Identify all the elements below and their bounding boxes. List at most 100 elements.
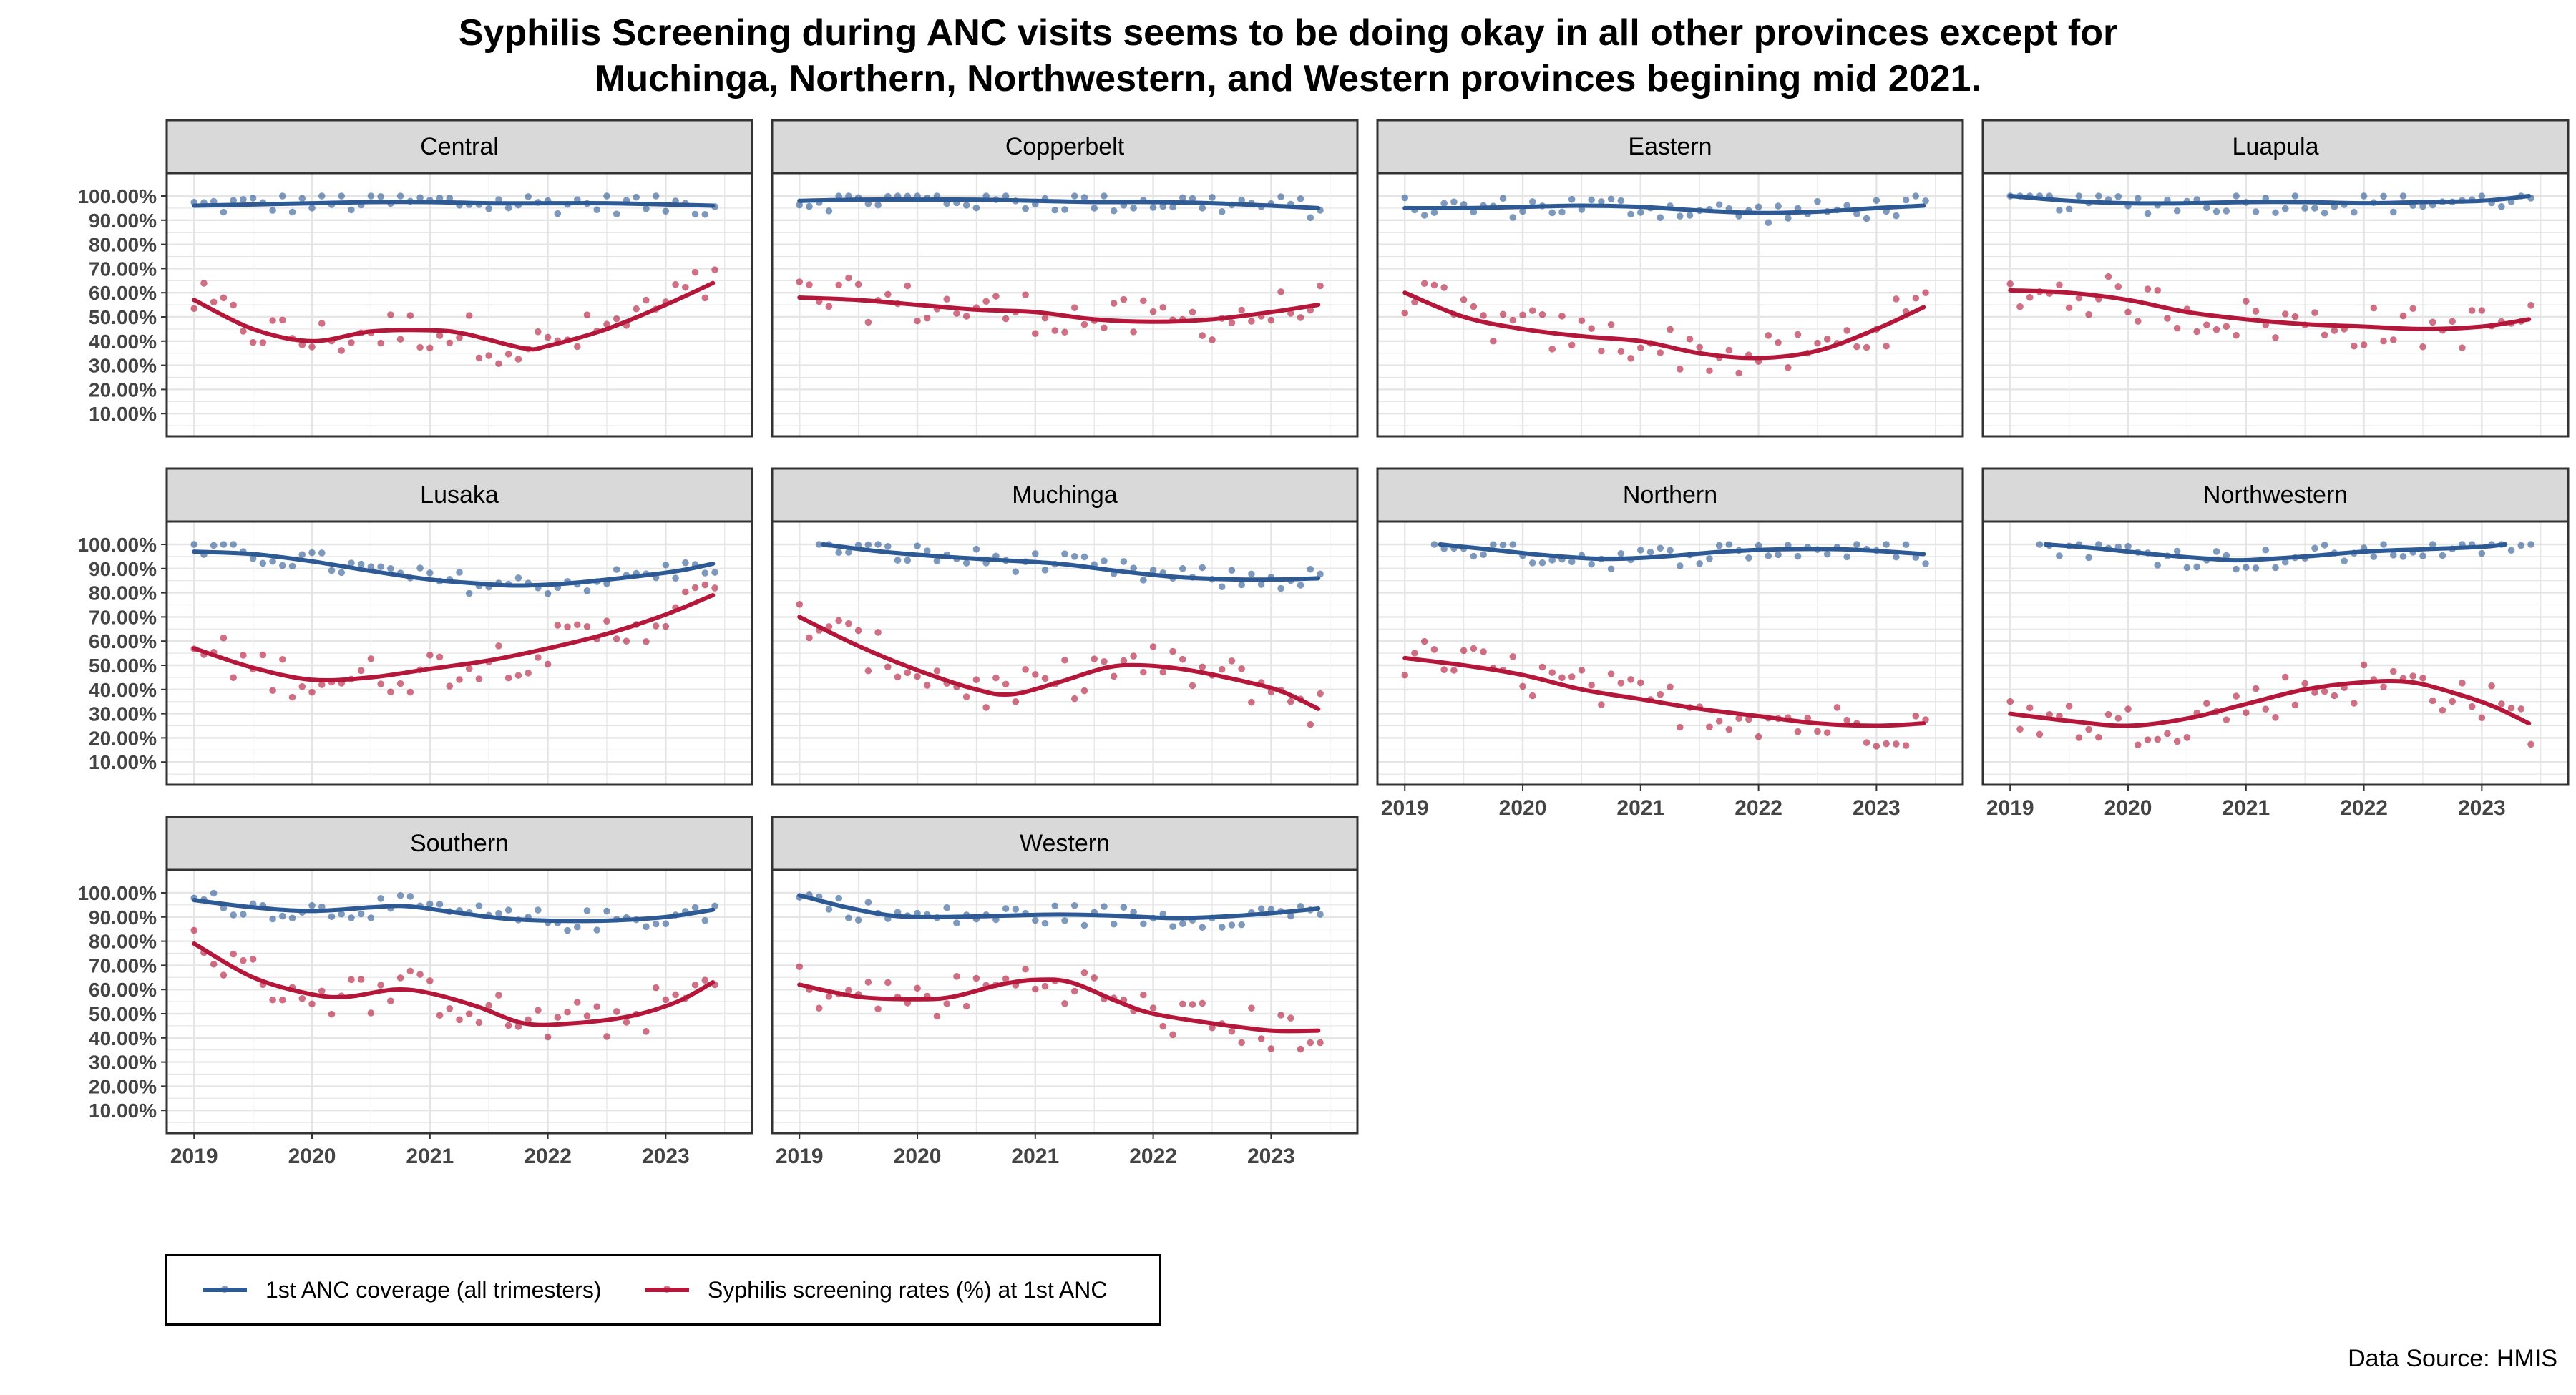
point-coverage-muchinga	[972, 545, 980, 553]
point-screening-copperbelt	[825, 303, 833, 310]
point-coverage-lusaka	[465, 589, 473, 597]
point-coverage-copperbelt	[1091, 205, 1098, 212]
point-coverage-muchinga	[1297, 582, 1304, 589]
point-coverage-luapula	[2144, 210, 2152, 217]
point-screening-lusaka	[535, 654, 542, 661]
point-screening-lusaka	[711, 584, 718, 592]
y-tick-label: 40.00%	[89, 331, 157, 353]
point-screening-muchinga	[1199, 663, 1206, 671]
point-coverage-muchinga	[1218, 583, 1226, 591]
point-coverage-northern	[1706, 555, 1713, 562]
point-coverage-luapula	[2321, 209, 2328, 217]
point-coverage-western	[825, 906, 833, 913]
point-screening-western	[933, 1012, 941, 1020]
point-coverage-northwestern	[2036, 541, 2044, 548]
point-screening-northern	[1568, 673, 1576, 680]
point-screening-southern	[465, 1010, 473, 1017]
point-screening-luapula	[2223, 323, 2230, 330]
point-coverage-southern	[240, 911, 247, 918]
trend-screening-northern	[1402, 655, 1926, 728]
point-screening-lusaka	[436, 653, 444, 661]
point-screening-northern	[1588, 681, 1595, 689]
point-screening-southern	[298, 994, 306, 1002]
x-tick-label: 2022	[2340, 796, 2388, 820]
point-coverage-eastern	[1509, 214, 1517, 221]
point-screening-copperbelt	[914, 317, 921, 325]
point-coverage-western	[1012, 906, 1020, 913]
point-screening-lusaka	[298, 682, 306, 690]
point-coverage-muchinga	[1307, 565, 1314, 573]
point-coverage-central	[603, 192, 610, 200]
x-tick-label: 2020	[2104, 796, 2152, 820]
point-screening-eastern	[1548, 346, 1556, 353]
strip-northern	[1376, 467, 1964, 523]
point-coverage-northern	[1538, 559, 1546, 567]
point-screening-central	[711, 266, 718, 273]
point-screening-northwestern	[2429, 697, 2436, 705]
point-coverage-northern	[1676, 562, 1684, 569]
point-screening-central	[279, 316, 286, 324]
point-coverage-central	[308, 205, 316, 212]
point-screening-southern	[367, 1009, 375, 1017]
point-screening-northern	[1745, 715, 1752, 723]
point-screening-southern	[573, 999, 581, 1006]
point-coverage-lusaka	[456, 569, 463, 576]
strip-label-luapula: Luapula	[2232, 133, 2318, 160]
point-screening-luapula	[2449, 318, 2456, 326]
point-coverage-southern	[701, 916, 709, 924]
point-screening-western	[1022, 965, 1029, 973]
point-screening-lusaka	[504, 674, 512, 682]
point-coverage-copperbelt	[1149, 204, 1157, 211]
point-screening-northwestern	[2085, 725, 2092, 733]
point-screening-muchinga	[1101, 657, 1108, 665]
point-coverage-western	[1101, 903, 1108, 910]
point-screening-western	[1189, 1001, 1196, 1008]
point-coverage-northwestern	[2272, 564, 2279, 572]
point-coverage-western	[1130, 908, 1137, 916]
y-tick-label: 70.00%	[89, 606, 157, 628]
point-coverage-southern	[328, 913, 336, 921]
point-coverage-northwestern	[2281, 558, 2289, 566]
point-screening-eastern	[1480, 312, 1487, 319]
point-coverage-muchinga	[894, 557, 902, 564]
point-screening-central	[436, 332, 444, 339]
y-tick-label: 100.00%	[77, 534, 157, 556]
point-coverage-southern	[436, 901, 444, 908]
point-coverage-copperbelt	[1209, 194, 1216, 201]
point-screening-southern	[475, 1019, 483, 1027]
legend-swatch-coverage	[203, 1286, 247, 1293]
point-screening-western	[1070, 987, 1078, 995]
point-screening-northern	[1460, 647, 1468, 655]
point-coverage-southern	[396, 891, 404, 899]
point-coverage-luapula	[2301, 205, 2308, 212]
y-tick-label: 50.00%	[89, 655, 157, 677]
point-screening-lusaka	[662, 622, 670, 630]
point-screening-central	[485, 352, 492, 359]
point-coverage-northern	[1902, 541, 1910, 549]
y-tick-label: 40.00%	[89, 1027, 157, 1049]
point-coverage-central	[446, 195, 454, 202]
point-coverage-northern	[1745, 554, 1752, 562]
point-screening-central	[583, 311, 591, 318]
point-screening-northern	[1470, 645, 1478, 652]
x-tick-label: 2021	[406, 1145, 454, 1168]
point-coverage-northern	[1588, 560, 1595, 568]
point-coverage-central	[220, 208, 228, 216]
point-coverage-lusaka	[249, 555, 257, 562]
point-coverage-northern	[1883, 541, 1890, 548]
point-screening-eastern	[1430, 281, 1438, 289]
x-tick-label: 2021	[1616, 796, 1664, 820]
point-screening-muchinga	[1130, 652, 1137, 660]
point-coverage-northwestern	[2124, 542, 2132, 550]
point-coverage-luapula	[2311, 205, 2318, 212]
point-coverage-muchinga	[874, 541, 882, 548]
point-coverage-muchinga	[923, 547, 931, 554]
point-screening-western	[972, 974, 980, 982]
point-screening-western	[1149, 1004, 1157, 1012]
point-screening-northern	[1823, 729, 1831, 736]
point-coverage-lusaka	[583, 587, 591, 594]
point-screening-western	[1159, 1022, 1167, 1030]
strip-western	[771, 816, 1359, 871]
point-coverage-western	[1110, 920, 1118, 928]
point-coverage-copperbelt	[1218, 208, 1226, 215]
